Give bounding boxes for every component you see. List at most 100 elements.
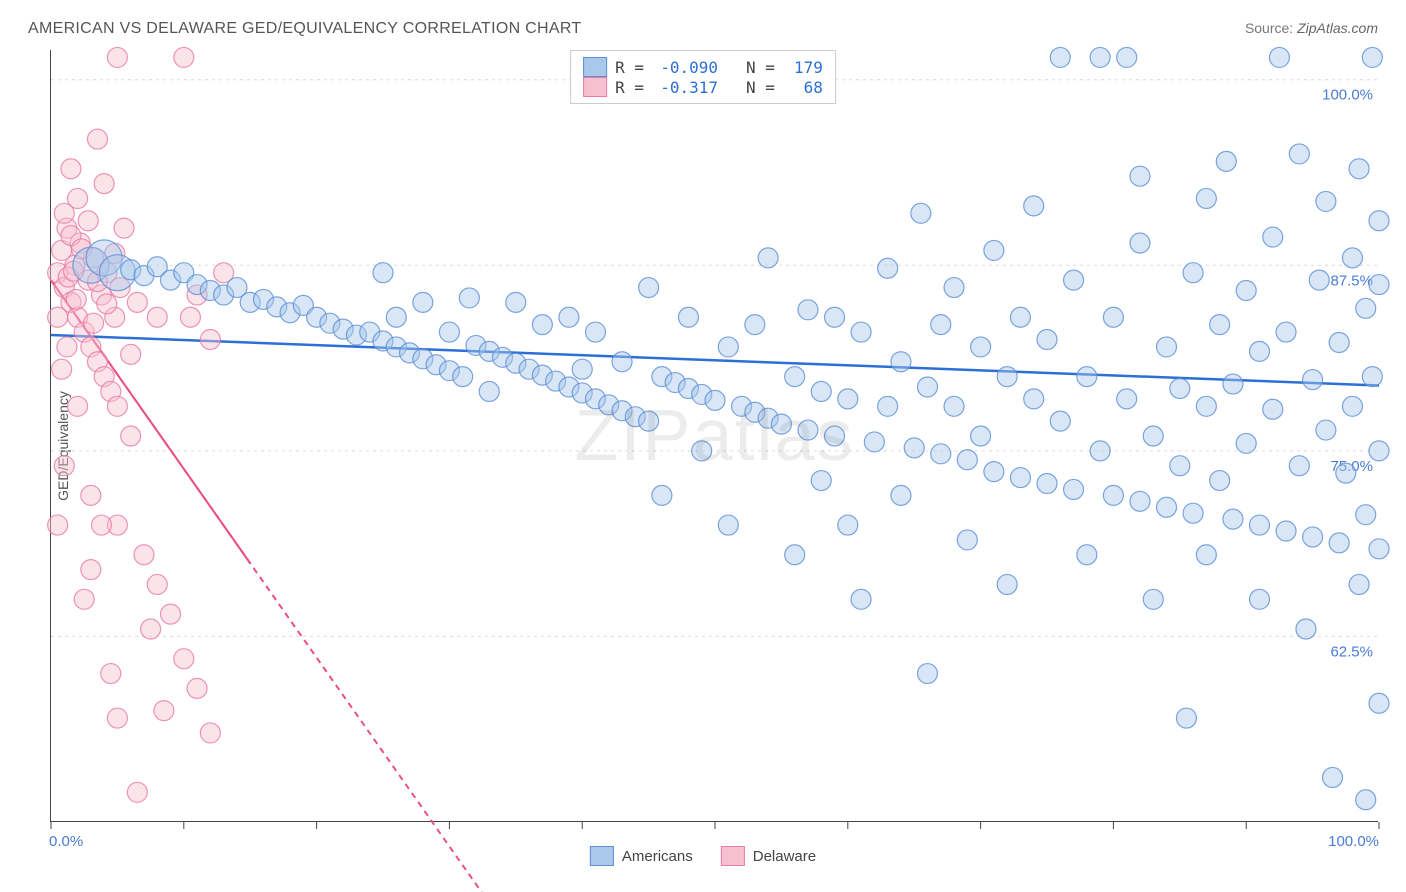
data-point xyxy=(127,292,147,312)
data-point xyxy=(174,47,194,67)
data-point xyxy=(1223,509,1243,529)
chart-container: AMERICAN VS DELAWARE GED/EQUIVALENCY COR… xyxy=(0,0,1406,892)
y-tick-label: 87.5% xyxy=(1330,272,1373,289)
data-point xyxy=(1064,270,1084,290)
data-point xyxy=(1289,144,1309,164)
data-point xyxy=(798,420,818,440)
data-point xyxy=(1349,159,1369,179)
data-point xyxy=(811,381,831,401)
legend-swatch xyxy=(590,846,614,866)
data-point xyxy=(917,664,937,684)
data-point xyxy=(1010,307,1030,327)
data-point xyxy=(1342,396,1362,416)
data-point xyxy=(878,258,898,278)
data-point xyxy=(1303,370,1323,390)
data-point xyxy=(1249,589,1269,609)
data-point xyxy=(957,450,977,470)
data-point xyxy=(68,396,88,416)
data-point xyxy=(705,390,725,410)
n-value: 179 xyxy=(783,58,823,77)
data-point xyxy=(1117,47,1137,67)
data-point xyxy=(1276,521,1296,541)
data-point xyxy=(141,619,161,639)
data-point xyxy=(1010,468,1030,488)
n-value: 68 xyxy=(783,78,823,97)
data-point xyxy=(127,782,147,802)
data-point xyxy=(838,389,858,409)
data-point xyxy=(971,426,991,446)
data-point xyxy=(107,396,127,416)
data-point xyxy=(1210,471,1230,491)
data-point xyxy=(997,367,1017,387)
series-legend-label: Americans xyxy=(622,848,693,865)
series-legend-item: Americans xyxy=(590,846,693,866)
data-point xyxy=(1064,479,1084,499)
data-point xyxy=(1369,441,1389,461)
source-name: ZipAtlas.com xyxy=(1297,20,1378,36)
data-point xyxy=(94,174,114,194)
data-point xyxy=(81,485,101,505)
data-point xyxy=(1236,281,1256,301)
data-point xyxy=(48,515,68,535)
data-point xyxy=(639,278,659,298)
chart-title: AMERICAN VS DELAWARE GED/EQUIVALENCY COR… xyxy=(28,20,582,38)
y-tick-label: 100.0% xyxy=(1322,87,1373,104)
data-point xyxy=(180,307,200,327)
data-point xyxy=(1176,708,1196,728)
data-point xyxy=(785,545,805,565)
data-point xyxy=(1349,574,1369,594)
data-point xyxy=(785,367,805,387)
data-point xyxy=(931,315,951,335)
data-point xyxy=(1090,47,1110,67)
data-point xyxy=(1090,441,1110,461)
data-point xyxy=(1103,307,1123,327)
data-point xyxy=(373,263,393,283)
data-point xyxy=(984,462,1004,482)
data-point xyxy=(931,444,951,464)
data-point xyxy=(48,307,68,327)
data-point xyxy=(114,218,134,238)
r-label: R = xyxy=(615,78,644,97)
data-point xyxy=(1196,396,1216,416)
data-point xyxy=(1037,330,1057,350)
data-point xyxy=(971,337,991,357)
data-point xyxy=(1130,166,1150,186)
data-point xyxy=(506,292,526,312)
data-point xyxy=(1289,456,1309,476)
data-point xyxy=(479,381,499,401)
data-point xyxy=(1323,767,1343,787)
data-point xyxy=(1117,389,1137,409)
data-point xyxy=(1356,298,1376,318)
series-legend-label: Delaware xyxy=(753,848,816,865)
data-point xyxy=(1316,420,1336,440)
data-point xyxy=(944,396,964,416)
data-point xyxy=(911,203,931,223)
data-point xyxy=(413,292,433,312)
legend-swatch xyxy=(583,57,607,77)
data-point xyxy=(83,313,103,333)
data-point xyxy=(1269,47,1289,67)
data-point xyxy=(1342,248,1362,268)
data-point xyxy=(904,438,924,458)
data-point xyxy=(1249,515,1269,535)
n-label: N = xyxy=(746,58,775,77)
data-point xyxy=(1276,322,1296,342)
data-point xyxy=(997,574,1017,594)
source-attribution: Source: ZipAtlas.com xyxy=(1245,20,1378,36)
data-point xyxy=(81,560,101,580)
source-prefix: Source: xyxy=(1245,20,1297,36)
data-point xyxy=(1296,619,1316,639)
data-point xyxy=(54,456,74,476)
legend-swatch xyxy=(583,77,607,97)
data-point xyxy=(572,359,592,379)
data-point xyxy=(1362,367,1382,387)
n-label: N = xyxy=(746,78,775,97)
r-label: R = xyxy=(615,58,644,77)
data-point xyxy=(612,352,632,372)
data-point xyxy=(692,441,712,461)
data-point xyxy=(1316,191,1336,211)
data-point xyxy=(107,47,127,67)
data-point xyxy=(1369,211,1389,231)
data-point xyxy=(917,377,937,397)
data-point xyxy=(1183,503,1203,523)
